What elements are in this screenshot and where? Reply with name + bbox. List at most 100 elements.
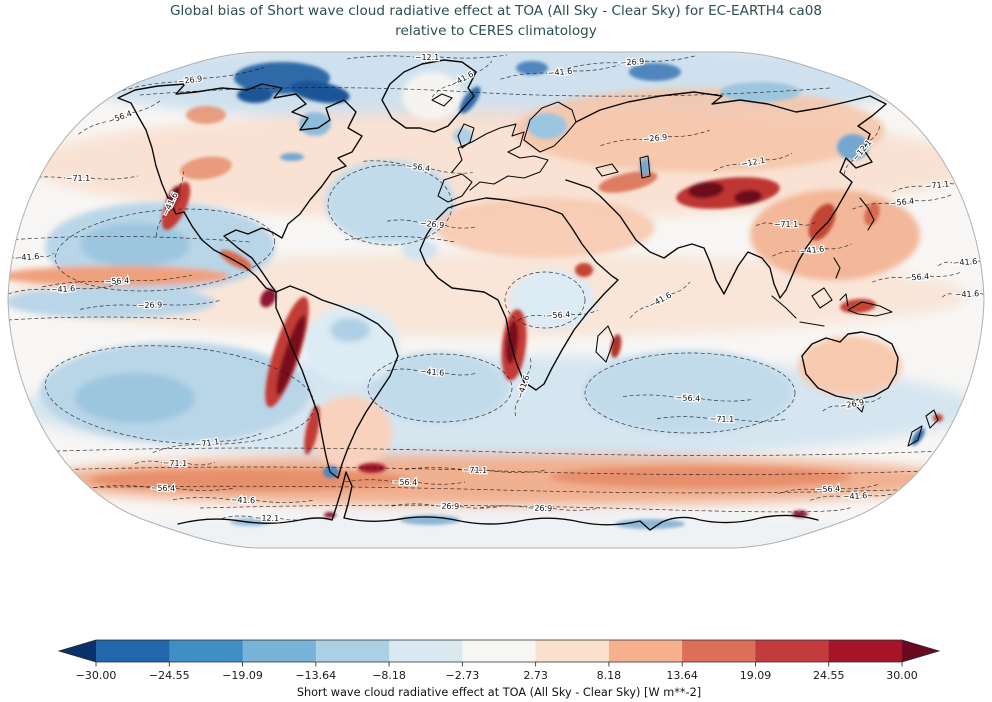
contour-line — [75, 283, 118, 290]
contour-line — [431, 84, 451, 98]
contour-label-group: −26.9 — [386, 217, 478, 231]
contour-label: −41.6 — [231, 495, 256, 505]
contour-label: −26.9 — [528, 503, 553, 513]
contour-label-group: −56.4 — [344, 476, 466, 488]
coast-sulawesi — [839, 293, 849, 307]
bias-field-regional-shading — [8, 72, 920, 491]
colorbar-ticks: −30.00 −24.55 −19.09 −13.64 −8.18 −2.73 2.73 8.… — [76, 662, 918, 682]
coast-new-guinea — [847, 301, 893, 317]
contour-line — [864, 396, 882, 403]
contour-line — [487, 470, 546, 473]
contour-line — [156, 215, 165, 237]
colorbar-segment — [169, 640, 244, 662]
colorbar-tick-label: 24.55 — [813, 669, 845, 682]
colorbar-segment — [755, 640, 830, 662]
coast-borneo — [811, 287, 833, 309]
contour-label-group: −12.1 — [346, 52, 508, 63]
coast-madagascar — [595, 325, 615, 363]
contour-line — [941, 293, 955, 298]
contour-line — [279, 517, 313, 521]
contour-label-group: −41.6 — [941, 288, 984, 301]
contour-label-group: −26.9 — [391, 500, 503, 512]
contour-line — [872, 277, 905, 283]
contour-line — [346, 55, 415, 60]
contour-label-group: −71.1 — [134, 457, 216, 469]
contour-line — [417, 481, 466, 485]
contour-label: −56.4 — [816, 484, 841, 494]
contour-line — [929, 271, 962, 277]
contour-label-group: −26.9 — [600, 129, 710, 147]
contour-line — [671, 281, 691, 295]
figure-title: Global bias of Short wave cloud radiativ… — [0, 2, 992, 41]
contour-line — [810, 495, 843, 501]
contour-line — [840, 484, 878, 490]
contour-line — [518, 315, 546, 321]
colorbar-tick-label: 8.18 — [597, 669, 622, 682]
contour-line — [92, 485, 151, 488]
contour-label: −56.4 — [889, 197, 914, 209]
contour-label: −41.6 — [547, 67, 572, 78]
contour-line — [219, 433, 262, 442]
contour-line — [473, 60, 493, 74]
coast-new-zealand — [907, 409, 939, 447]
coast-europe — [451, 123, 549, 191]
contour-label-group: −71.1 — [755, 219, 817, 230]
contour-line — [444, 225, 478, 229]
coast-australia — [801, 331, 899, 401]
colorbar-segment — [315, 640, 390, 662]
contour-label-group: −71.1 — [892, 177, 982, 192]
contour-label: −26.9 — [138, 300, 163, 310]
contour-label-group: −56.4 — [778, 483, 878, 496]
contour-label: −56.4 — [151, 483, 176, 493]
contour-line — [500, 72, 548, 80]
colorbar-over-arrow — [902, 640, 939, 662]
contour-line — [755, 222, 774, 227]
contour-label: −41.6 — [843, 491, 868, 501]
contour-line — [937, 261, 953, 267]
colorbar-tick-label: −13.64 — [295, 669, 336, 682]
coast-britain — [457, 123, 475, 149]
colorbar-segment — [535, 640, 610, 662]
coast-north-america — [117, 83, 363, 293]
coastlines — [117, 59, 939, 531]
contour-label-group: −41.6 — [937, 256, 984, 269]
contour-line — [439, 54, 508, 59]
contour-label: −41.6 — [799, 245, 824, 257]
contour-label: −71.1 — [66, 174, 91, 183]
colorbar-segment — [828, 640, 903, 662]
contour-label-group: −56.4 — [872, 271, 962, 284]
colorbar-segment — [462, 640, 537, 662]
colorbar-tick-label: −2.73 — [446, 669, 480, 682]
coast-africa — [419, 197, 619, 391]
contour-line — [570, 309, 598, 315]
coast-japan — [859, 197, 875, 231]
contour-label: −12.1 — [415, 53, 440, 62]
contour-line — [656, 416, 710, 420]
coast-tasmania — [855, 403, 865, 413]
contour-line — [175, 488, 234, 491]
contour-label: −41.6 — [51, 284, 76, 294]
colorbar-segment — [96, 640, 170, 662]
contour-label-group: −41.6 — [8, 283, 118, 296]
contour-line — [175, 171, 184, 193]
coast-sumatra-java — [771, 295, 825, 327]
contour-label-group: −71.1 — [656, 413, 788, 425]
colorbar-segment — [608, 640, 683, 662]
contour-label-group: −12.1 — [713, 152, 793, 172]
contour-label: −41.6 — [14, 252, 39, 263]
contour-line — [78, 121, 108, 135]
colorbar-tick-label: −24.55 — [149, 669, 190, 682]
contour-label: −56.4 — [393, 477, 418, 487]
contour-line — [430, 168, 473, 174]
contour-line — [977, 257, 984, 263]
contour-label-group: −56.4 — [852, 194, 952, 210]
contour-label-group: −26.9 — [567, 55, 697, 69]
contour-label: −71.1 — [774, 220, 799, 229]
contour-line — [778, 488, 816, 494]
contour-label: −26.9 — [642, 133, 667, 145]
contour-line — [600, 138, 643, 147]
contour-label-group: −71.1 — [404, 464, 546, 476]
colorbar-segment — [682, 640, 757, 662]
contour-label-group: −56.4 — [92, 482, 234, 494]
bias-field-cold-spots — [230, 61, 925, 529]
